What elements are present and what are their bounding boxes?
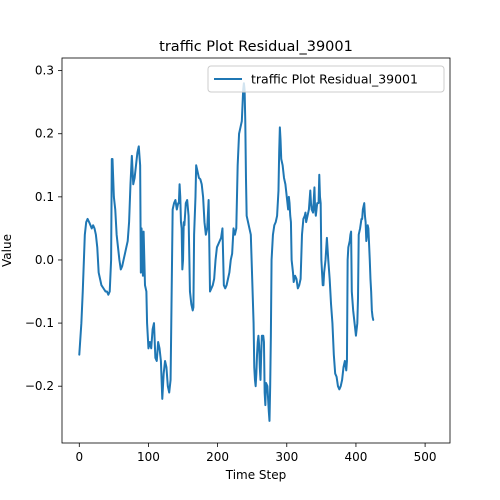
- legend: traffic Plot Residual_39001: [207, 65, 445, 93]
- y-tick-label: 0.2: [35, 127, 54, 141]
- legend-label: traffic Plot Residual_39001: [251, 72, 418, 87]
- x-tick-label: 500: [414, 450, 437, 464]
- legend-box: [207, 65, 445, 93]
- y-tick-label: 0.3: [35, 64, 54, 78]
- y-tick-label: −0.2: [25, 379, 54, 393]
- x-tick-label: 400: [344, 450, 367, 464]
- chart-title: traffic Plot Residual_39001: [159, 39, 353, 55]
- plot-area-frame: [61, 57, 451, 444]
- y-axis-ticks: −0.2 −0.1 0.0 0.1 0.2 0.3: [25, 64, 62, 393]
- x-tick-label: 300: [275, 450, 298, 464]
- x-tick-label: 100: [137, 450, 160, 464]
- y-tick-label: −0.1: [25, 316, 54, 330]
- x-axis-label: Time Step: [225, 468, 287, 482]
- series-line-residual: [78, 82, 375, 422]
- x-axis-ticks: 0 100 200 300 400 500: [75, 443, 437, 464]
- y-tick-label: 0.0: [35, 253, 54, 267]
- y-axis-label: Value: [0, 234, 14, 267]
- x-tick-label: 0: [75, 450, 83, 464]
- y-tick-label: 0.1: [35, 190, 54, 204]
- x-tick-label: 200: [206, 450, 229, 464]
